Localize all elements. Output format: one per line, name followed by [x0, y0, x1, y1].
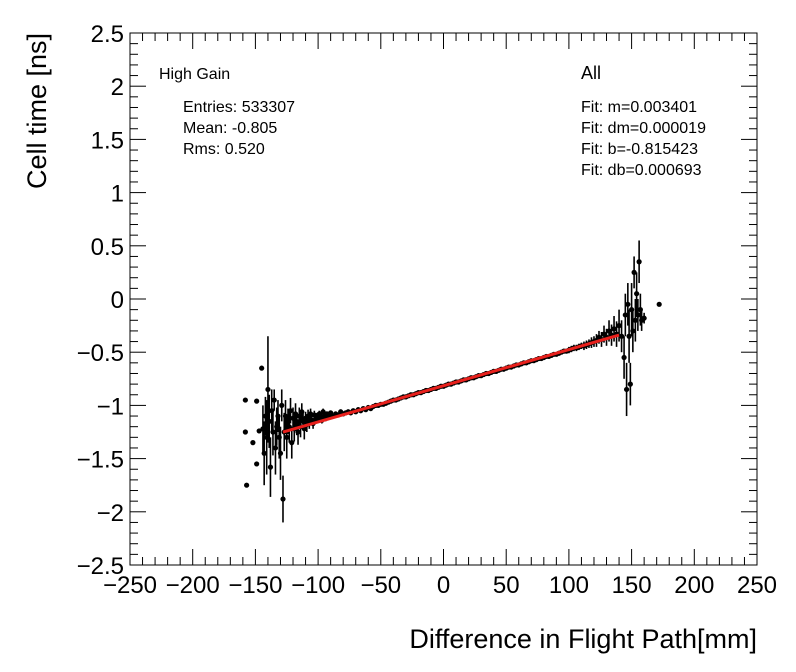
- fit-dm-label: Fit: dm=0.000019: [581, 120, 706, 137]
- data-point: [635, 312, 641, 318]
- data-point: [284, 434, 290, 440]
- stats-box: High Gain Entries: 533307 Mean: -0.805 R…: [159, 66, 295, 158]
- y-tick-label: −1.5: [77, 447, 124, 474]
- data-point: [279, 402, 285, 408]
- data-point: [611, 326, 617, 332]
- data-point: [641, 315, 647, 321]
- gain-label: High Gain: [159, 66, 230, 83]
- fit-selection-label: All: [581, 63, 601, 83]
- y-tick-label: 2: [111, 74, 124, 101]
- data-point: [271, 397, 277, 403]
- data-point: [295, 429, 301, 435]
- fit-line-group: [282, 333, 620, 434]
- data-point: [267, 464, 274, 470]
- data-point: [618, 333, 625, 339]
- data-point: [625, 301, 631, 307]
- data-point: [622, 312, 628, 318]
- data-point: [272, 445, 279, 451]
- y-axis-title: Cell time [ns]: [22, 33, 52, 189]
- x-tick-label: −100: [291, 572, 345, 599]
- data-point: [289, 440, 295, 446]
- x-axis-title: Difference in Flight Path[mm]: [409, 624, 757, 654]
- fit-m-label: Fit: m=0.003401: [581, 99, 697, 116]
- y-tick-label: 0.5: [91, 234, 124, 261]
- data-point: [631, 269, 637, 275]
- data-point: [242, 429, 248, 435]
- data-point: [627, 381, 633, 387]
- data-point: [277, 450, 284, 456]
- x-tick-label: −150: [228, 572, 282, 599]
- fit-b-label: Fit: b=-0.815423: [581, 141, 698, 158]
- y-tick-label: −2: [97, 500, 124, 527]
- data-point: [250, 440, 256, 446]
- data-point: [636, 259, 642, 265]
- y-tick-label: −1: [97, 393, 124, 420]
- x-tick-labels: −250 −200 −150 −100 −50 0 50 100 150 200 250: [103, 572, 777, 599]
- y-tick-label: −2.5: [77, 553, 124, 580]
- data-point: [266, 418, 272, 424]
- y-tick-label: −0.5: [77, 340, 124, 367]
- data-point: [287, 408, 294, 414]
- entries-label: Entries: 533307: [183, 99, 295, 116]
- data-point: [656, 301, 662, 307]
- x-tick-label: 150: [612, 572, 652, 599]
- data-point: [621, 354, 627, 361]
- data-point: [623, 386, 630, 393]
- fit-box: All Fit: m=0.003401 Fit: dm=0.000019 Fit…: [581, 63, 706, 179]
- y-tick-label: 2.5: [91, 21, 124, 48]
- x-tick-label: 200: [674, 572, 714, 599]
- data-point: [630, 328, 636, 334]
- fit-db-label: Fit: db=0.000693: [581, 162, 702, 179]
- data-point: [270, 429, 276, 435]
- x-tick-label: −200: [166, 572, 220, 599]
- data-point: [254, 461, 260, 467]
- axis-ticks: [129, 32, 758, 566]
- rms-label: Rms: 0.520: [183, 141, 265, 158]
- data-point: [244, 482, 250, 488]
- data-point: [626, 333, 632, 339]
- data-point: [280, 496, 286, 502]
- x-tick-label: 250: [737, 572, 777, 599]
- y-tick-label: 1.5: [91, 127, 124, 154]
- data-point: [606, 328, 612, 334]
- data-point: [286, 424, 292, 430]
- y-tick-label: 1: [111, 181, 124, 208]
- fit-line: [282, 333, 620, 434]
- x-tick-label: 0: [437, 572, 450, 599]
- data-point: [254, 398, 260, 404]
- x-tick-label: 100: [549, 572, 589, 599]
- y-tick-label: 0: [111, 287, 124, 314]
- data-point: [616, 323, 622, 329]
- data-point: [259, 365, 265, 371]
- data-point: [265, 386, 271, 393]
- x-tick-label: −50: [360, 572, 401, 599]
- x-tick-label: 50: [493, 572, 520, 599]
- data-point: [242, 397, 248, 403]
- data-point: [634, 291, 640, 297]
- data-point: [261, 450, 267, 456]
- x-tick-label: −250: [103, 572, 157, 599]
- y-tick-labels: −2.5 −2 −1.5 −1 −0.5 0 0.5 1 1.5 2 2.5: [77, 21, 124, 580]
- mean-label: Mean: -0.805: [183, 120, 277, 137]
- data-point: [632, 317, 638, 323]
